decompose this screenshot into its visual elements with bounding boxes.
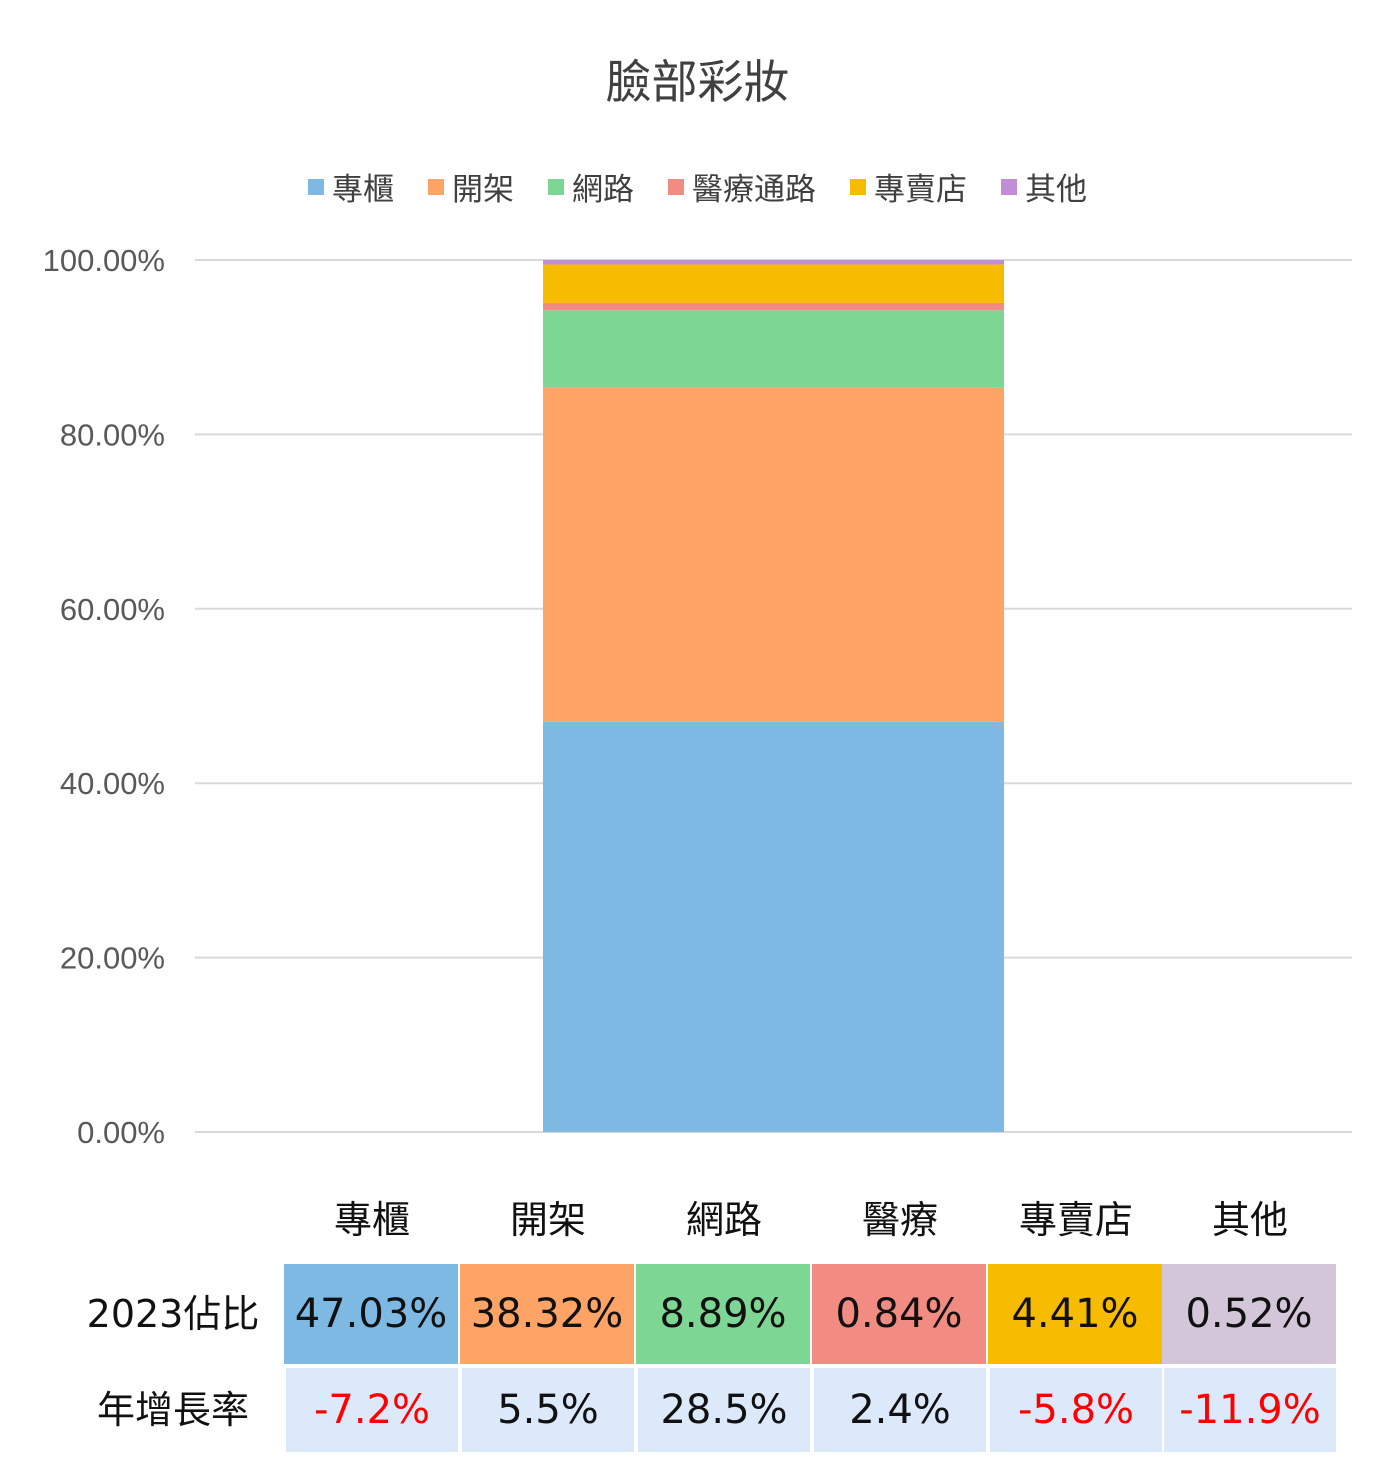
y-tick-label: 60.00% bbox=[60, 592, 165, 627]
table-header: 醫療 bbox=[861, 1198, 938, 1242]
bar-segment bbox=[543, 721, 1004, 1132]
table-header: 專賣店 bbox=[1018, 1198, 1133, 1242]
share-cell: 4.41% bbox=[988, 1264, 1162, 1364]
bar-segment bbox=[543, 260, 1004, 265]
share-cell: 0.52% bbox=[1162, 1264, 1336, 1364]
share-cell: 47.03% bbox=[284, 1264, 458, 1364]
bar-segment bbox=[543, 264, 1004, 303]
y-tick-label: 20.00% bbox=[60, 941, 165, 976]
legend: 專櫃 開架 網路 醫療通路 專賣店 其他 bbox=[0, 164, 1395, 209]
legend-swatch bbox=[428, 178, 444, 195]
row-label-growth: 年增長率 bbox=[96, 1388, 249, 1432]
stacked-bar-chart: 0.00% 20.00% 40.00% 60.00% 80.00% 100.00% bbox=[43, 243, 1352, 1150]
legend-label: 醫療通路 bbox=[692, 172, 816, 208]
table-header: 網路 bbox=[685, 1198, 762, 1242]
table-header: 專櫃 bbox=[333, 1198, 410, 1242]
y-tick-label: 0.00% bbox=[77, 1115, 165, 1150]
data-table: 專櫃 開架 網路 醫療 專賣店 其他 2023佔比 47.03% 38.32% … bbox=[0, 1190, 1395, 1460]
legend-swatch bbox=[850, 178, 866, 195]
row-label-share: 2023佔比 bbox=[86, 1292, 260, 1336]
y-tick-label: 40.00% bbox=[60, 766, 165, 801]
bar-segment bbox=[543, 310, 1004, 388]
bar-segment bbox=[543, 387, 1004, 722]
growth-cell: 2.4% bbox=[814, 1368, 986, 1452]
legend-item: 網路 bbox=[548, 164, 634, 209]
legend-label: 專賣店 bbox=[874, 172, 967, 208]
growth-cell: -11.9% bbox=[1164, 1368, 1336, 1452]
growth-cell: 28.5% bbox=[638, 1368, 810, 1452]
y-tick-label: 100.00% bbox=[43, 243, 165, 278]
legend-label: 開架 bbox=[452, 172, 514, 208]
share-cell: 8.89% bbox=[636, 1264, 810, 1364]
legend-label: 專櫃 bbox=[332, 172, 394, 208]
share-cell: 0.84% bbox=[812, 1264, 986, 1364]
legend-item: 專櫃 bbox=[308, 164, 394, 209]
legend-item: 醫療通路 bbox=[668, 164, 816, 209]
legend-label: 其他 bbox=[1025, 172, 1087, 208]
legend-item: 專賣店 bbox=[850, 164, 967, 209]
growth-cell: -7.2% bbox=[286, 1368, 458, 1452]
chart-title: 臉部彩妝 bbox=[605, 55, 790, 109]
legend-item: 開架 bbox=[428, 164, 514, 209]
legend-swatch bbox=[1001, 178, 1017, 195]
table-header: 其他 bbox=[1211, 1198, 1288, 1242]
bar-segment bbox=[543, 302, 1004, 311]
growth-cell: 5.5% bbox=[462, 1368, 634, 1452]
legend-label: 網路 bbox=[572, 172, 634, 208]
legend-swatch bbox=[308, 178, 324, 195]
legend-swatch bbox=[548, 178, 564, 195]
y-tick-label: 80.00% bbox=[60, 417, 165, 452]
table-header: 開架 bbox=[509, 1198, 586, 1242]
share-cell: 38.32% bbox=[460, 1264, 634, 1364]
legend-item: 其他 bbox=[1001, 164, 1087, 209]
growth-cell: -5.8% bbox=[990, 1368, 1162, 1452]
legend-swatch bbox=[668, 178, 684, 195]
